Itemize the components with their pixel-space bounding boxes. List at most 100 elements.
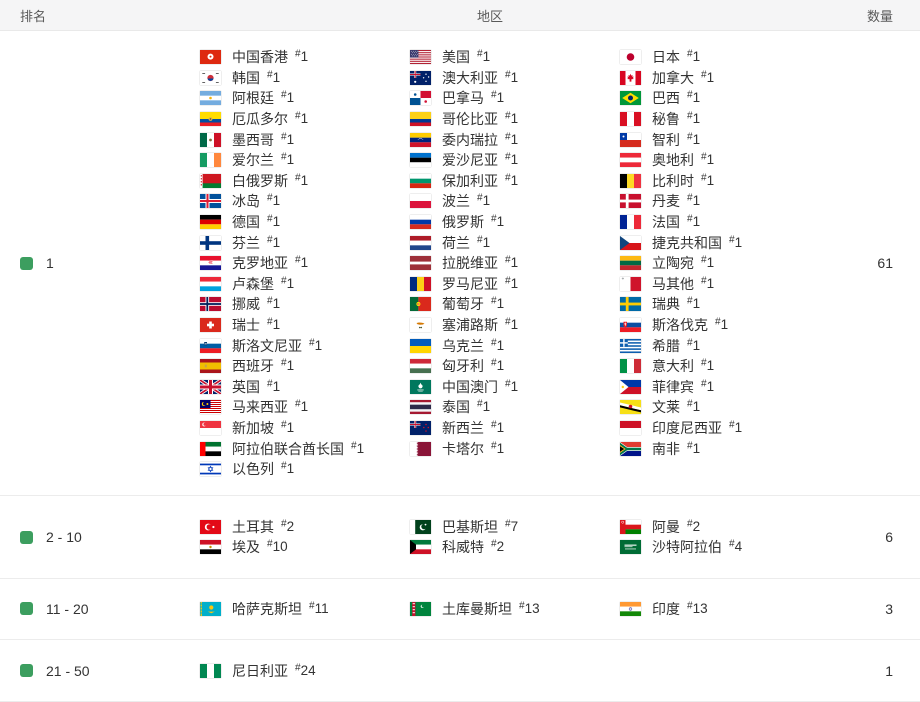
rank-hash-prefix: # bbox=[267, 538, 273, 550]
country-rank: #2 bbox=[687, 518, 700, 536]
country-name: 澳大利亚 bbox=[442, 69, 498, 86]
rank-number: 1 bbox=[510, 255, 519, 271]
rank-number: 1 bbox=[706, 172, 715, 188]
country-rank: #1 bbox=[687, 48, 700, 66]
country-item: 保加利亚 #1 bbox=[410, 171, 620, 192]
rank-hash-prefix: # bbox=[505, 151, 511, 163]
country-name: 墨西哥 bbox=[232, 131, 274, 148]
country-item: 马来西亚 #1 bbox=[200, 397, 410, 418]
rank-number: 1 bbox=[286, 275, 295, 291]
rank-hash-prefix: # bbox=[701, 378, 707, 390]
rank-hash-prefix: # bbox=[687, 518, 693, 530]
country-name: 白俄罗斯 bbox=[232, 172, 288, 189]
country-rank: #1 bbox=[701, 378, 714, 396]
pt-flag-icon bbox=[410, 297, 431, 312]
country-item: 冰岛 #1 bbox=[200, 191, 410, 212]
rank-number: 24 bbox=[300, 662, 316, 678]
country-name: 阿根廷 bbox=[232, 90, 274, 107]
country-rank: #1 bbox=[701, 357, 714, 375]
rank-hash-prefix: # bbox=[701, 357, 707, 369]
country-name: 印度 bbox=[652, 600, 680, 617]
country-name: 巴西 bbox=[652, 90, 680, 107]
rank-hash-prefix: # bbox=[309, 600, 315, 612]
country-item: 白俄罗斯 #1 bbox=[200, 171, 410, 192]
rank-hash-prefix: # bbox=[281, 518, 287, 530]
country-rank: #1 bbox=[687, 337, 700, 355]
lu-flag-icon bbox=[200, 276, 221, 291]
country-item: 菲律宾 #1 bbox=[620, 377, 830, 398]
table-row: 1 中国香港 #1 韩国 #1 阿根廷 #1 厄瓜多尔 #1 墨西哥 #1 爱尔兰 #1 白俄罗斯 #1 冰岛… bbox=[0, 31, 920, 497]
country-rank: #1 bbox=[505, 316, 518, 334]
rank-hash-prefix: # bbox=[687, 337, 693, 349]
country-name: 埃及 bbox=[232, 539, 260, 556]
rank-number: 1 bbox=[692, 193, 701, 209]
at-flag-icon bbox=[620, 153, 641, 168]
count-value: 6 bbox=[885, 529, 893, 546]
table-body: 1 中国香港 #1 韩国 #1 阿根廷 #1 厄瓜多尔 #1 墨西哥 #1 爱尔兰 #1 白俄罗斯 #1 冰岛… bbox=[0, 31, 920, 702]
country-name: 沙特阿拉伯 bbox=[652, 539, 722, 556]
rank-hash-prefix: # bbox=[505, 518, 511, 530]
country-rank: #1 bbox=[505, 254, 518, 272]
country-rank: #1 bbox=[267, 69, 280, 87]
country-item: 立陶宛 #1 bbox=[620, 253, 830, 274]
id-flag-icon bbox=[620, 420, 641, 435]
rank-cell: 1 bbox=[0, 47, 150, 479]
rank-number: 1 bbox=[734, 234, 743, 250]
country-name: 泰国 bbox=[442, 399, 470, 416]
ae-flag-icon bbox=[200, 441, 221, 456]
rank-number: 1 bbox=[510, 131, 519, 147]
rank-number: 1 bbox=[510, 275, 519, 291]
rank-number: 1 bbox=[692, 214, 701, 230]
mx-flag-icon bbox=[200, 132, 221, 147]
cy-flag-icon bbox=[410, 318, 431, 333]
rank-number: 1 bbox=[510, 378, 519, 394]
country-rank: #7 bbox=[505, 518, 518, 536]
country-item: 乌克兰 #1 bbox=[410, 335, 620, 356]
rank-hash-prefix: # bbox=[687, 48, 693, 60]
country-item: 以色列 #1 bbox=[200, 459, 410, 480]
il-flag-icon bbox=[200, 462, 221, 477]
rank-number: 1 bbox=[496, 440, 505, 456]
rank-number: 1 bbox=[356, 440, 365, 456]
rank-number: 1 bbox=[692, 49, 701, 65]
region-cell: 中国香港 #1 韩国 #1 阿根廷 #1 厄瓜多尔 #1 墨西哥 #1 爱尔兰 #1 白俄罗斯 #1 冰岛 #… bbox=[150, 47, 830, 479]
rank-hash-prefix: # bbox=[505, 69, 511, 81]
rank-number: 1 bbox=[272, 317, 281, 333]
rank-number: 1 bbox=[496, 419, 505, 435]
country-name: 巴基斯坦 bbox=[442, 518, 498, 535]
country-name: 卢森堡 bbox=[232, 275, 274, 292]
country-name: 秘鲁 bbox=[652, 111, 680, 128]
region-column-1: 尼日利亚 #24 bbox=[200, 660, 410, 681]
country-name: 马来西亚 bbox=[232, 399, 288, 416]
region-column-1: 中国香港 #1 韩国 #1 阿根廷 #1 厄瓜多尔 #1 墨西哥 #1 爱尔兰 #1 白俄罗斯 #1 冰岛 #… bbox=[200, 47, 410, 479]
country-item: 卢森堡 #1 bbox=[200, 274, 410, 295]
rank-hash-prefix: # bbox=[267, 316, 273, 328]
rank-hash-prefix: # bbox=[505, 131, 511, 143]
rank-hash-prefix: # bbox=[477, 48, 483, 60]
country-item: 沙特阿拉伯 #4 bbox=[620, 537, 830, 558]
country-rank: #1 bbox=[281, 460, 294, 478]
region-column-3: 印度 #13 bbox=[620, 599, 830, 620]
col-header-count: 数量 bbox=[866, 8, 893, 24]
rank-hash-prefix: # bbox=[281, 419, 287, 431]
country-item: 比利时 #1 bbox=[620, 171, 830, 192]
region-column-3: 阿曼 #2 沙特阿拉伯 #4 bbox=[620, 516, 830, 557]
country-rank: #1 bbox=[687, 192, 700, 210]
country-rank: #1 bbox=[491, 337, 504, 355]
rank-hash-prefix: # bbox=[519, 600, 525, 612]
country-rank: #1 bbox=[295, 254, 308, 272]
country-rank: #10 bbox=[267, 538, 288, 556]
table-header: 排名 地区 数量 bbox=[0, 0, 920, 31]
country-name: 冰岛 bbox=[232, 193, 260, 210]
country-item: 智利 #1 bbox=[620, 129, 830, 150]
rank-hash-prefix: # bbox=[309, 337, 315, 349]
country-item: 新加坡 #1 bbox=[200, 418, 410, 439]
country-rank: #1 bbox=[701, 69, 714, 87]
country-name: 科威特 bbox=[442, 539, 484, 556]
rank-number: 1 bbox=[300, 399, 309, 415]
country-name: 韩国 bbox=[232, 69, 260, 86]
rank-hash-prefix: # bbox=[295, 254, 301, 266]
rank-hash-prefix: # bbox=[729, 538, 735, 550]
country-name: 英国 bbox=[232, 378, 260, 395]
table-row: 11 - 20 哈萨克斯坦 #11 土库曼斯坦 #13 印度 #13 3 bbox=[0, 578, 920, 641]
